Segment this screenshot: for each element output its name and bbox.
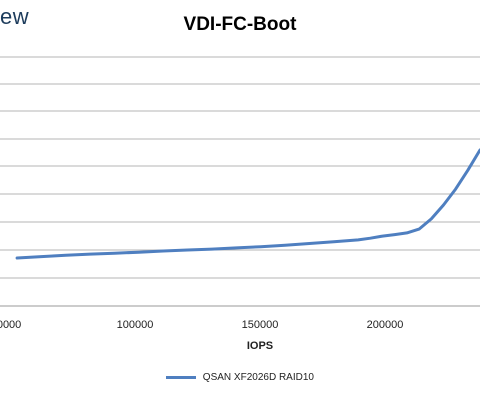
brand-logo-fragment: ew bbox=[0, 4, 30, 29]
x-tick-label: 50000 bbox=[0, 319, 21, 331]
x-tick-labels: 50000 100000 150000 200000 bbox=[0, 319, 403, 331]
x-tick-label: 200000 bbox=[367, 319, 404, 331]
legend: QSAN XF2026D RAID10 bbox=[0, 372, 480, 383]
chart-title: VDI-FC-Boot bbox=[183, 14, 297, 35]
x-tick-label: 150000 bbox=[242, 319, 279, 331]
grid-lines bbox=[0, 56, 480, 307]
legend-swatch bbox=[166, 376, 197, 379]
series-layer bbox=[15, 148, 480, 260]
x-axis-title: IOPS bbox=[247, 340, 273, 352]
legend-label: QSAN XF2026D RAID10 bbox=[202, 372, 314, 383]
x-tick-label: 100000 bbox=[117, 319, 154, 331]
series-line bbox=[15, 148, 480, 260]
